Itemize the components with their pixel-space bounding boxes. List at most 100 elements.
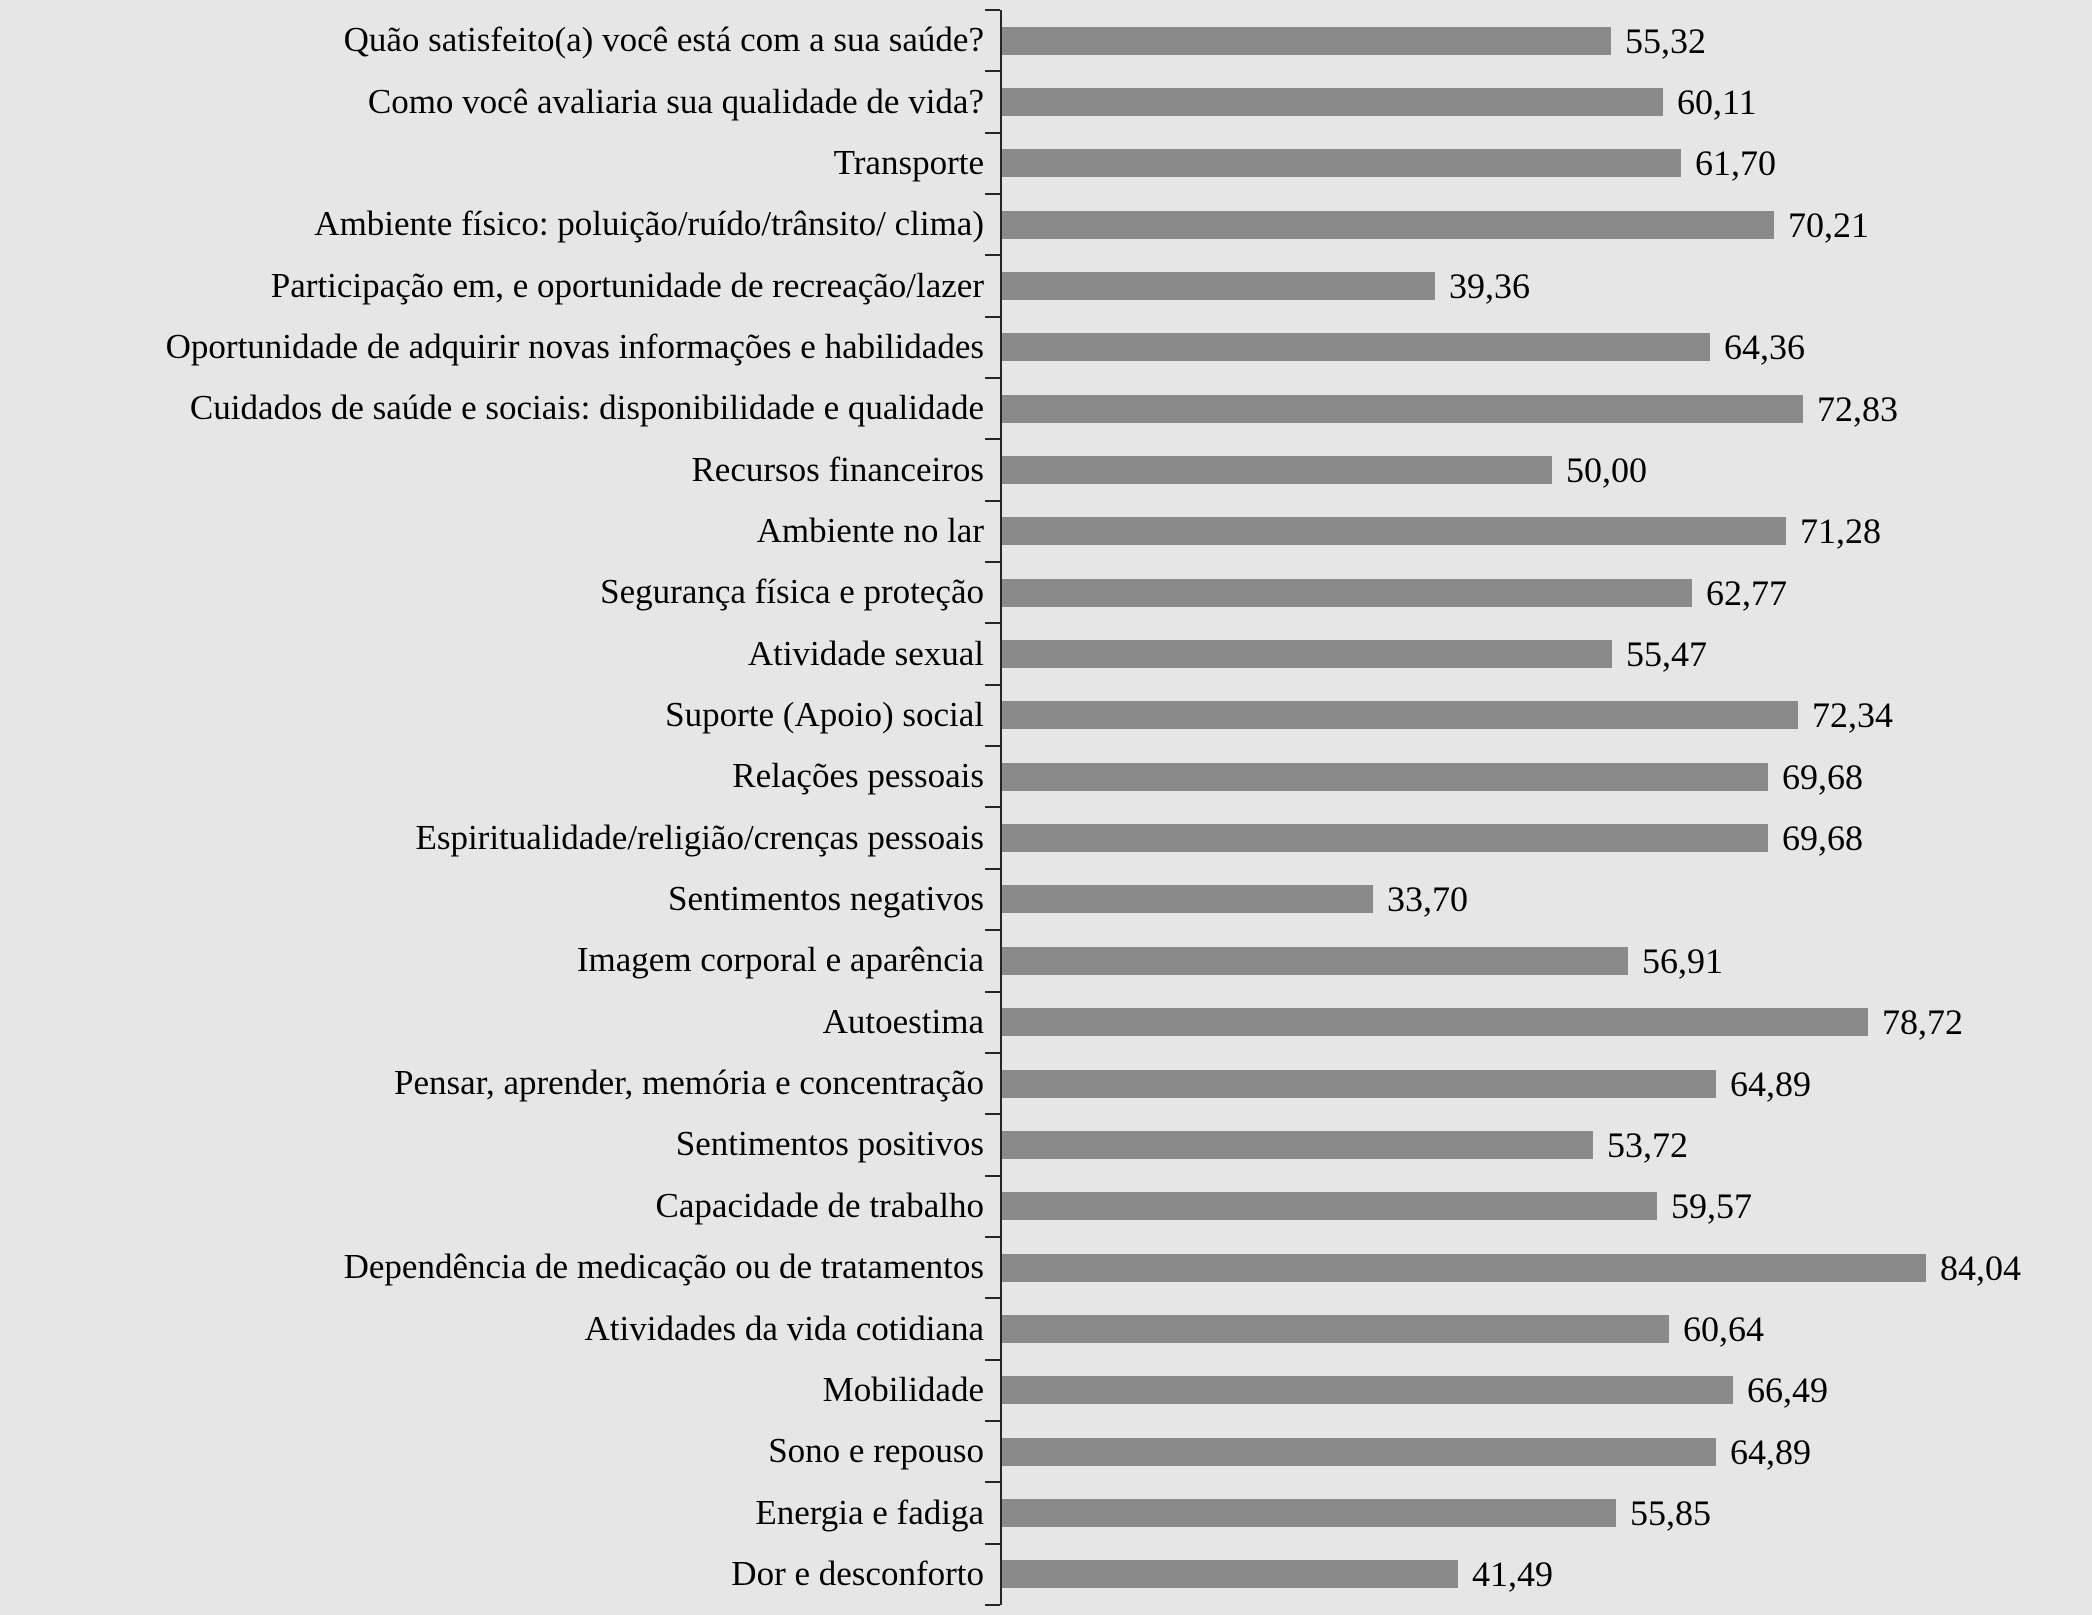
bar-row: Atividades da vida cotidiana 60,64 [0,1297,2092,1359]
bar-row: Espiritualidade/religião/crenças pessoai… [0,806,2092,868]
bar [1002,1314,1669,1343]
bar-row: Recursos financeiros 50,00 [0,438,2092,500]
bar-row: Pensar, aprender, memória e concentração… [0,1051,2092,1114]
value-label: 39,36 [1449,266,1530,307]
bar-row: Ambiente físico: poluição/ruído/trânsito… [0,193,2092,255]
bar [1002,824,1768,853]
bar [1002,1192,1657,1221]
category-label: Ambiente físico: poluição/ruído/trânsito… [314,204,984,244]
bar-row: Atividade sexual 55,47 [0,622,2092,684]
bar-area: 72,34 [1000,685,2092,746]
bar-row: Capacidade de trabalho 59,57 [0,1174,2092,1237]
category-label: Segurança física e proteção [600,572,984,612]
y-axis-line [1000,10,1002,1605]
bar [1002,578,1692,607]
category-label: Atividades da vida cotidiana [584,1308,984,1348]
bar [1002,210,1774,239]
bar-row: Mobilidade 66,49 [0,1358,2092,1421]
bar-area: 71,28 [1000,501,2092,562]
category-label: Pensar, aprender, memória e concentração [394,1063,984,1103]
value-label: 71,28 [1800,511,1881,552]
value-label: 60,64 [1683,1308,1764,1349]
bar-row: Cuidados de saúde e sociais: disponibili… [0,377,2092,439]
bar-row: Sono e repouso 64,89 [0,1419,2092,1482]
bar [1002,272,1435,301]
bar-area: 41,49 [1000,1544,2092,1605]
bar-area: 66,49 [1000,1360,2092,1421]
bar-row: Oportunidade de adquirir novas informaçõ… [0,315,2092,378]
category-label: Mobilidade [822,1369,984,1409]
bar-area: 84,04 [1000,1237,2092,1298]
bar-row: Participação em, e oportunidade de recre… [0,254,2092,316]
category-label: Imagem corporal e aparência [576,940,984,980]
bar [1002,1498,1616,1527]
value-label: 66,49 [1747,1370,1828,1411]
value-label: 53,72 [1607,1124,1688,1165]
value-label: 41,49 [1472,1554,1553,1595]
value-label: 72,83 [1817,388,1898,429]
bar-area: 70,21 [1000,194,2092,255]
value-label: 69,68 [1782,818,1863,859]
category-label: Participação em, e oportunidade de recre… [270,265,984,305]
bar-area: 33,70 [1000,869,2092,930]
value-label: 69,68 [1782,756,1863,797]
bar [1002,701,1798,730]
bar-row: Dor e desconforto 41,49 [0,1542,2092,1607]
category-label: Dependência de medicação ou de tratament… [343,1247,984,1287]
bar [1002,1008,1868,1037]
bar [1002,394,1803,423]
category-label: Dor e desconforto [731,1553,984,1593]
category-label: Oportunidade de adquirir novas informaçõ… [165,327,984,367]
bar-area: 61,70 [1000,133,2092,194]
value-label: 33,70 [1387,879,1468,920]
category-label: Suporte (Apoio) social [665,695,984,735]
bar [1002,1069,1716,1098]
value-label: 55,85 [1630,1492,1711,1533]
bar [1002,762,1768,791]
category-label: Ambiente no lar [756,511,984,551]
value-label: 62,77 [1706,572,1787,613]
value-label: 56,91 [1642,940,1723,981]
bar [1002,1560,1458,1589]
bar-area: 60,11 [1000,71,2092,132]
bar [1002,26,1611,55]
value-label: 55,32 [1625,20,1706,61]
bar-row: Transporte 61,70 [0,131,2092,194]
bar-row: Energia e fadiga 55,85 [0,1481,2092,1543]
bar-area: 69,68 [1000,746,2092,807]
category-label: Autoestima [822,1001,984,1041]
bar-area: 64,36 [1000,317,2092,378]
bar-row: Sentimentos negativos 33,70 [0,867,2092,930]
category-label: Quão satisfeito(a) você está com a sua s… [343,20,984,60]
bar-area: 59,57 [1000,1176,2092,1237]
bar-area: 53,72 [1000,1114,2092,1175]
bar-row: Dependência de medicação ou de tratament… [0,1235,2092,1298]
category-label: Capacidade de trabalho [655,1185,984,1225]
bar-row: Quão satisfeito(a) você está com a sua s… [0,8,2092,71]
bar-area: 69,68 [1000,807,2092,868]
value-label: 84,04 [1940,1247,2021,1288]
bar [1002,88,1663,117]
bar-area: 62,77 [1000,562,2092,623]
bar-area: 72,83 [1000,378,2092,439]
bar [1002,333,1710,362]
category-label: Sentimentos positivos [675,1124,984,1164]
category-label: Como você avaliaria sua qualidade de vid… [367,81,984,121]
category-label: Atividade sexual [747,633,984,673]
bar-area: 64,89 [1000,1421,2092,1482]
value-label: 64,89 [1730,1431,1811,1472]
value-label: 60,11 [1677,82,1757,123]
category-label: Cuidados de saúde e sociais: disponibili… [189,388,984,428]
bar [1002,640,1612,669]
bar [1002,885,1373,914]
bar-area: 60,64 [1000,1298,2092,1359]
bar-rows-container: Quão satisfeito(a) você está com a sua s… [0,8,2092,1607]
category-label: Espiritualidade/religião/crenças pessoai… [415,817,984,857]
bar-area: 78,72 [1000,992,2092,1053]
category-label: Sentimentos negativos [668,879,984,919]
bar [1002,456,1552,485]
value-label: 55,47 [1626,634,1707,675]
category-label: Energia e fadiga [755,1492,984,1532]
bar-row: Suporte (Apoio) social 72,34 [0,683,2092,746]
value-label: 64,36 [1724,327,1805,368]
